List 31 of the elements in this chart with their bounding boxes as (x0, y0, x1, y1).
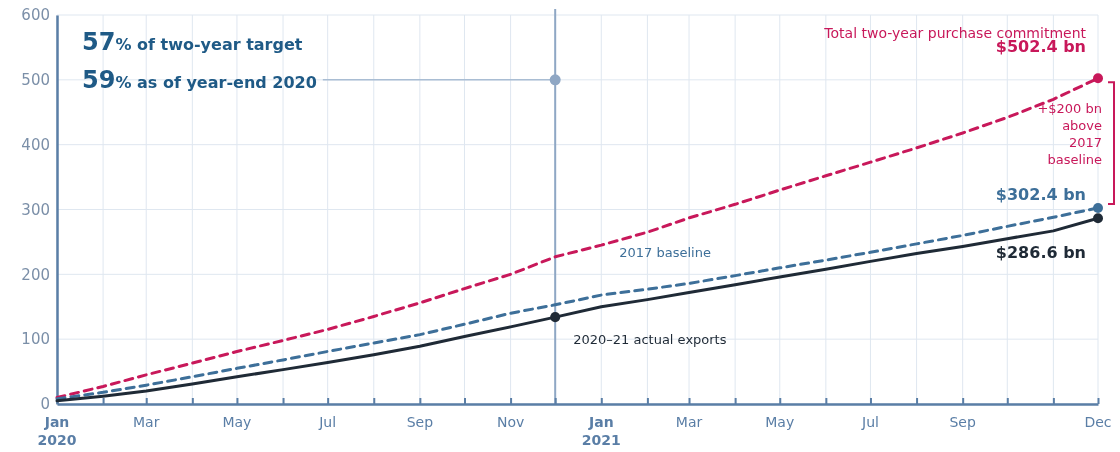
series-label: 2020–21 actual exports (573, 332, 727, 348)
x-tick-label: Jan 2020 (37, 414, 77, 448)
series-label: 2017 baseline (619, 245, 711, 261)
x-tick-label: Jul (861, 414, 879, 430)
y-tick-label: 400 (21, 135, 50, 154)
annotation: 59% as of year-end 2020 (82, 65, 317, 94)
y-tick-label: 0 (40, 395, 50, 414)
point (550, 312, 561, 323)
data-label: $502.4 bn (995, 37, 1086, 57)
data-label: $302.4 bn (995, 184, 1086, 204)
x-tick-label: Dec (1084, 414, 1112, 430)
point (1093, 202, 1103, 213)
x-tick-label: Sep (949, 414, 976, 430)
y-tick-label: 500 (21, 71, 50, 90)
x-tick-label: May (222, 414, 252, 430)
x-tick-label: May (765, 414, 795, 430)
x-tick-label: Mar (133, 414, 160, 430)
x-tick-label: Jan 2021 (581, 414, 621, 448)
data-label: $286.6 bn (995, 243, 1086, 263)
y-tick-label: 100 (21, 330, 50, 349)
x-tick-label: Nov (496, 414, 525, 430)
x-tick-label: Sep (406, 414, 434, 430)
y-tick-label: 300 (21, 200, 50, 219)
y-tick-label: 200 (21, 265, 50, 284)
annotation: +$200 bn above 2017 baseline (1037, 101, 1102, 168)
point (1093, 213, 1103, 224)
annotation: 57% of two-year target (82, 28, 303, 56)
y-tick-label: 600 (21, 6, 50, 25)
x-tick-label: Jul (318, 414, 337, 430)
point (1093, 73, 1103, 84)
x-tick-label: Mar (675, 414, 703, 430)
